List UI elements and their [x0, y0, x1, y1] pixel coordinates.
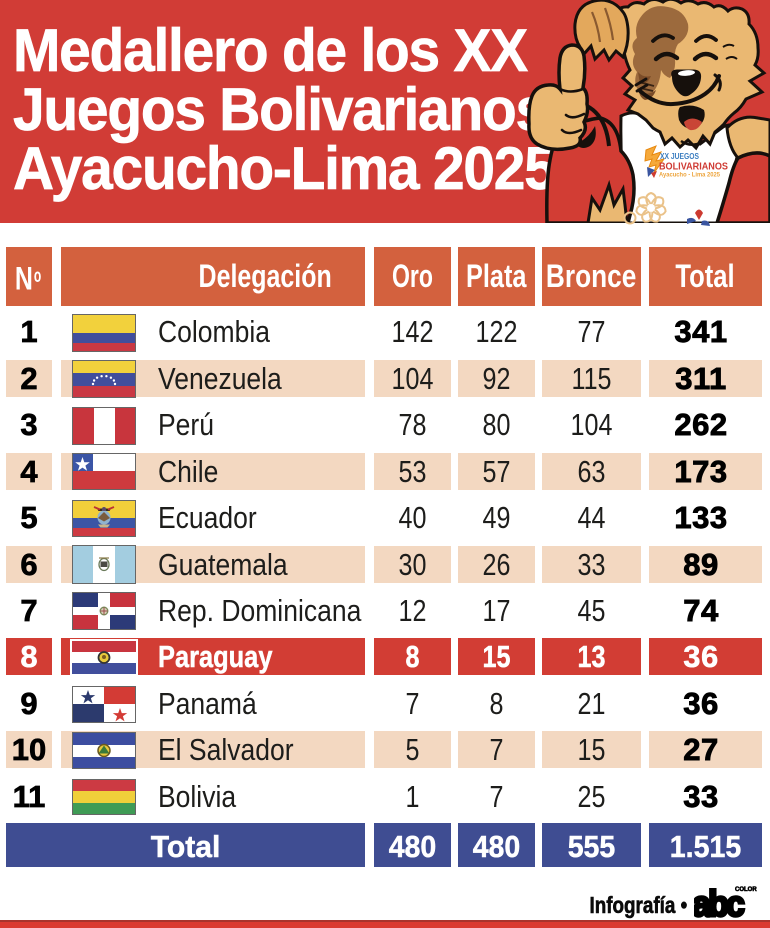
svg-text:XX JUEGOS: XX JUEGOS [660, 152, 700, 161]
svg-text:BOLIVARIANOS: BOLIVARIANOS [659, 161, 728, 173]
svg-text:COLOR: COLOR [735, 887, 757, 893]
svg-text:Ayacucho - Lima 2025: Ayacucho - Lima 2025 [659, 173, 721, 179]
svg-text:abc: abc [694, 884, 744, 920]
